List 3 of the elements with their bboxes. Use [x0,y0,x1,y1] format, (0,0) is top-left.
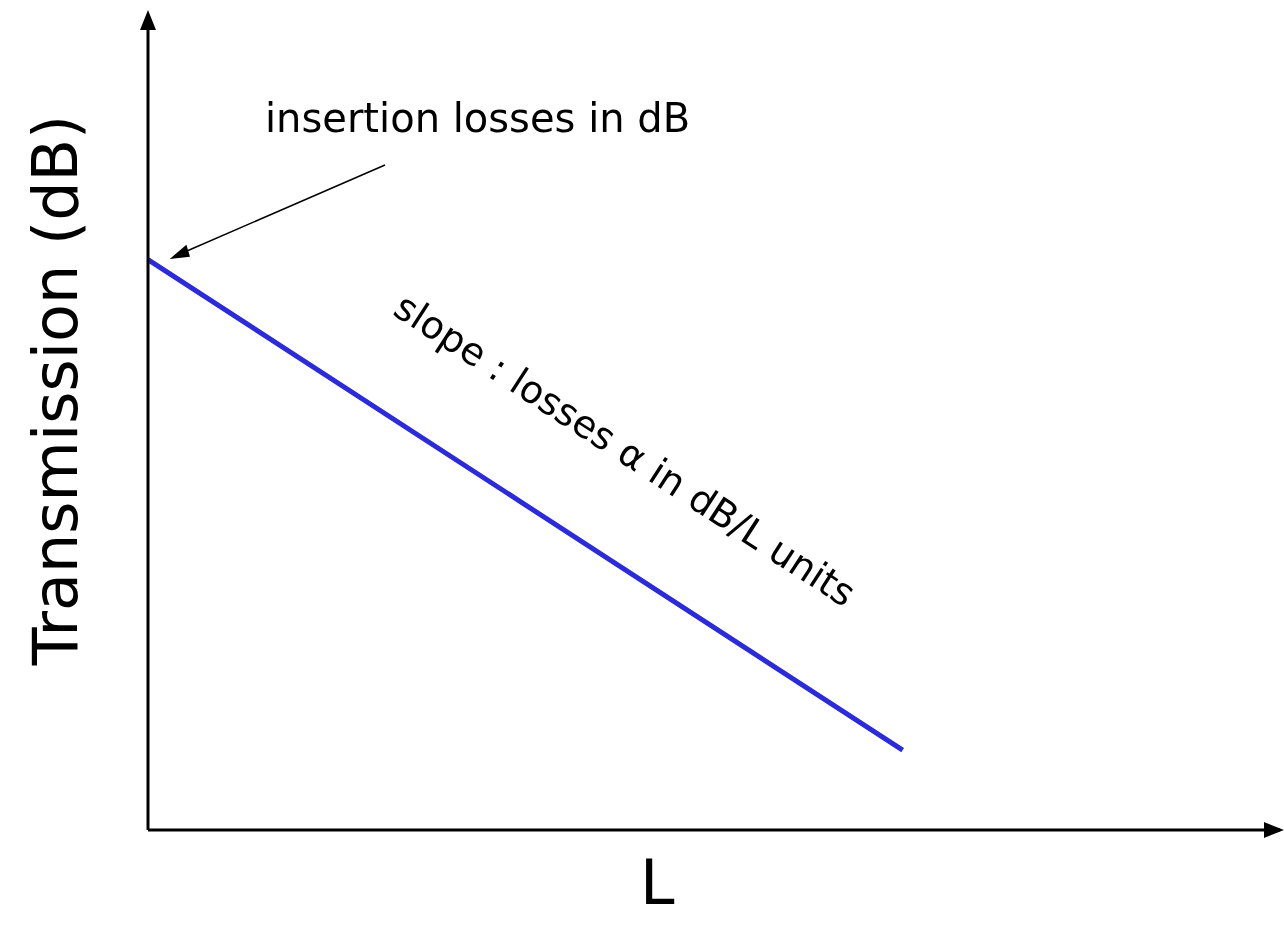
y-axis-title: Transmission (dB) [18,114,92,666]
x-axis-title: L [640,846,675,919]
text: insertion losses in dB [265,95,691,141]
